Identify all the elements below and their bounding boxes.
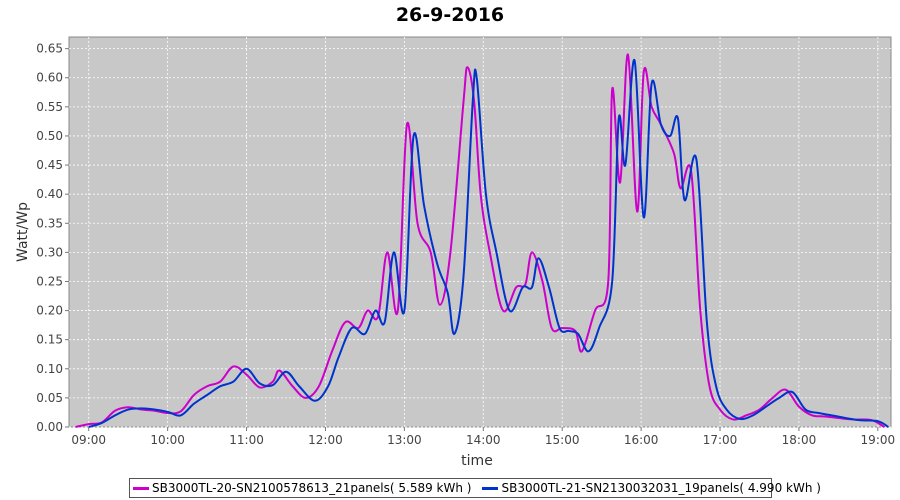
series-layer [75, 53, 889, 428]
legend-item-series-2: SB3000TL-21-SN2130032031_19panels( 4.990… [482, 481, 821, 495]
y-tick-label: 0.40 [36, 187, 63, 201]
legend-swatch-series-1 [133, 486, 149, 490]
x-tick-label: 17:00 [703, 433, 738, 447]
y-tick-label: 0.65 [36, 42, 63, 56]
y-tick-label: 0.25 [36, 274, 63, 288]
y-tick-label: 0.20 [36, 304, 63, 318]
x-tick-label: 15:00 [545, 433, 580, 447]
x-tick-label: 12:00 [308, 433, 343, 447]
x-tick-label: 19:00 [861, 433, 896, 447]
x-tick-label: 16:00 [624, 433, 659, 447]
y-tick-label: 0.35 [36, 216, 63, 230]
y-tick-label: 0.00 [36, 420, 63, 434]
y-tick-label: 0.55 [36, 100, 63, 114]
x-axis-ticks: 09:00 10:00 11:00 12:00 13:00 14:00 15:00 16:00… [71, 427, 895, 447]
legend-label-series-1: SB3000TL-20-SN2100578613_21panels( 5.589… [152, 481, 472, 495]
y-axis-ticks: 0.00 0.05 0.10 0.15 0.20 0.25 0.30 0.35 0.40 0.45… [36, 42, 69, 434]
y-tick-label: 0.30 [36, 245, 63, 259]
series-line-1 [75, 53, 885, 428]
x-tick-label: 13:00 [387, 433, 422, 447]
grid [69, 37, 891, 428]
x-tick-label: 14:00 [466, 433, 501, 447]
plot-area [68, 36, 892, 428]
x-tick-label: 18:00 [782, 433, 817, 447]
legend: SB3000TL-20-SN2100578613_21panels( 5.589… [129, 478, 821, 498]
y-tick-label: 0.60 [36, 71, 63, 85]
y-tick-label: 0.45 [36, 158, 63, 172]
legend-label-series-2: SB3000TL-21-SN2130032031_19panels( 4.990… [501, 481, 821, 495]
legend-item-series-1: SB3000TL-20-SN2100578613_21panels( 5.589… [133, 481, 471, 495]
series-line-2 [88, 59, 889, 428]
x-tick-label: 10:00 [150, 433, 185, 447]
y-tick-label: 0.50 [36, 129, 63, 143]
y-tick-label: 0.05 [36, 391, 63, 405]
legend-swatch-series-2 [482, 486, 499, 490]
chart-title: 26-9-2016 [396, 4, 504, 26]
x-tick-label: 09:00 [71, 433, 106, 447]
x-tick-label: 11:00 [229, 433, 264, 447]
y-tick-label: 0.10 [36, 362, 63, 376]
y-tick-label: 0.15 [36, 333, 63, 347]
x-axis-label: time [461, 453, 493, 469]
y-axis-label: Watt/Wp [15, 202, 31, 262]
